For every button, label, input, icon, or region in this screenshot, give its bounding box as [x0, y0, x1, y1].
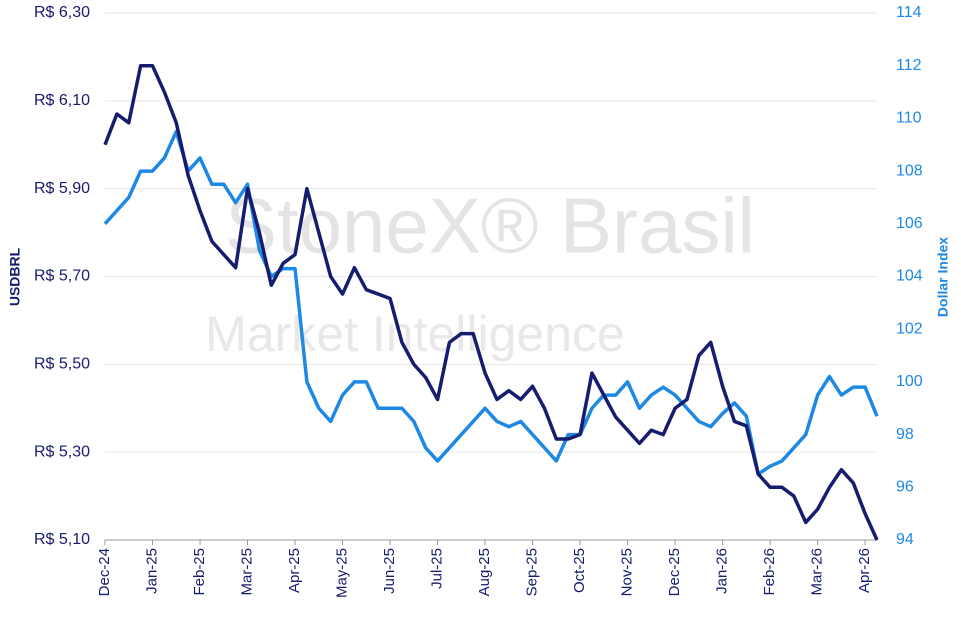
- x-tick-label: May-25: [334, 548, 351, 598]
- x-tick-label: Nov-25: [619, 548, 636, 596]
- y2-tick-label: 114: [896, 4, 922, 21]
- y-tick-label: R$ 5,70: [34, 268, 90, 285]
- x-tick-label: Dec-24: [96, 548, 113, 596]
- y2-tick-label: 100: [896, 373, 923, 390]
- x-tick-label: Mar-25: [238, 548, 255, 596]
- y2-tick-label: 112: [896, 57, 922, 74]
- y-tick-label: R$ 5,10: [34, 531, 90, 548]
- y2-tick-label: 96: [896, 479, 914, 496]
- y2-tick-label: 110: [896, 110, 922, 127]
- x-tick-label: Apr-26: [856, 548, 873, 593]
- y-tick-label: R$ 6,10: [34, 92, 90, 109]
- y2-axis-label: Dollar Index: [935, 237, 951, 317]
- x-tick-label: Feb-25: [191, 548, 208, 596]
- x-tick-label: Oct-25: [571, 548, 588, 593]
- x-tick-label: Dec-25: [666, 548, 683, 596]
- x-tick-label: Jan-26: [714, 548, 731, 594]
- x-tick-label: Aug-25: [476, 548, 493, 596]
- y2-tick-label: 104: [896, 268, 923, 285]
- y-tick-label: R$ 5,30: [34, 443, 90, 460]
- watermark: StoneX® Brasil: [225, 182, 755, 270]
- y2-tick-label: 98: [896, 426, 914, 443]
- x-tick-label: Feb-26: [761, 548, 778, 596]
- x-tick-label: Sep-25: [524, 548, 541, 596]
- watermark: Market Intelligence: [205, 306, 625, 362]
- y-tick-label: R$ 5,50: [34, 356, 90, 373]
- x-tick-label: Apr-25: [286, 548, 303, 593]
- y-axis-label: USDBRL: [7, 247, 23, 306]
- y2-tick-label: 94: [896, 531, 914, 548]
- y2-tick-label: 102: [896, 320, 923, 337]
- y-tick-label: R$ 5,90: [34, 180, 90, 197]
- data-line: [103, 63, 879, 541]
- data-line: [103, 129, 879, 476]
- y2-tick-label: 106: [896, 215, 923, 232]
- x-tick-label: Mar-26: [809, 548, 826, 596]
- x-tick-label: Jun-25: [381, 548, 398, 594]
- y-tick-label: R$ 6,30: [34, 4, 90, 21]
- x-tick-label: Jan-25: [143, 548, 160, 594]
- y2-tick-label: 108: [896, 162, 923, 179]
- x-tick-label: Jul-25: [429, 548, 446, 589]
